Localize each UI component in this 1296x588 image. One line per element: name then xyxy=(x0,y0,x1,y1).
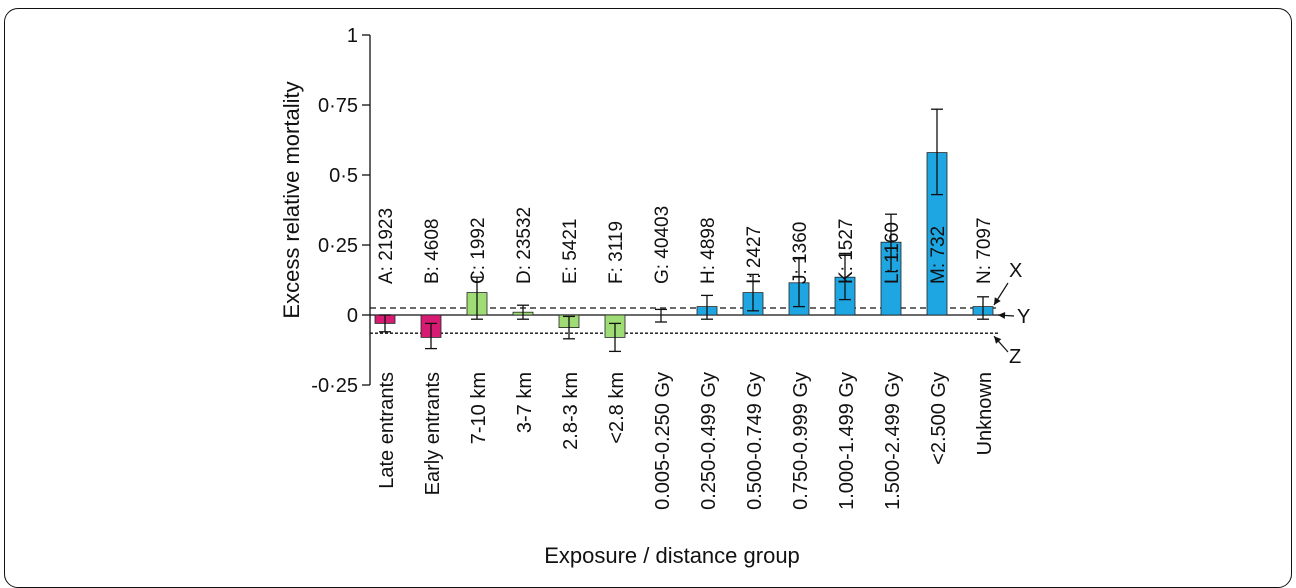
bar-count-label: H: 4898 xyxy=(698,217,719,284)
category-label: 7-10 km xyxy=(468,372,490,444)
bar-count-label: L: 1160 xyxy=(882,222,903,284)
bar-count-label: E: 5421 xyxy=(560,219,581,285)
arrowhead xyxy=(994,297,1001,305)
y-tick-label: 0·75 xyxy=(318,95,358,117)
category-label: Unknown xyxy=(974,372,996,455)
category-labels: Late entrants Early entrants 7-10 km 3-7 km… xyxy=(376,372,996,510)
reference-marker-y: Y xyxy=(1017,306,1030,328)
category-label: Late entrants xyxy=(376,372,398,489)
reference-marker-x: X xyxy=(1009,260,1022,282)
bar-count-label: N: 7097 xyxy=(974,217,995,284)
category-label: 3-7 km xyxy=(514,372,536,433)
category-label: 0.500-0.749 Gy xyxy=(744,372,766,510)
bar-count-label: C: 1992 xyxy=(468,217,489,284)
bar-count-label: A: 21923 xyxy=(376,208,397,284)
category-label: 1.000-1.499 Gy xyxy=(836,372,858,510)
category-label: 1.500-2.499 Gy xyxy=(882,372,904,510)
bar-count-label: K: 1527 xyxy=(836,219,857,285)
category-label: Early entrants xyxy=(422,372,444,495)
reference-marker-z: Z xyxy=(1009,346,1021,368)
x-axis-title: Exposure / distance group xyxy=(544,543,800,568)
bar-count-label: D: 23532 xyxy=(514,207,535,284)
category-label: 0.005-0.250 Gy xyxy=(652,372,674,510)
bar-count-label: I: 2427 xyxy=(744,226,765,284)
category-label: 0.250-0.499 Gy xyxy=(698,372,720,510)
arrowhead xyxy=(994,336,1002,344)
category-label: <2.8 km xyxy=(606,372,628,444)
y-tick-label: 0·5 xyxy=(329,165,358,187)
y-tick-labels: -0·25 0 0·25 0·5 0·75 1 xyxy=(311,25,370,397)
bar-count-label: B: 4608 xyxy=(422,219,443,285)
bar-count-label: M: 732 xyxy=(928,226,949,284)
bar-chart: -0·25 0 0·25 0·5 0·75 1 A: 21923 B: 4608 C: 199… xyxy=(279,25,1030,568)
category-label: 2.8-3 km xyxy=(560,372,582,450)
y-tick-label: 0·25 xyxy=(318,235,358,257)
error-bars xyxy=(379,108,989,353)
bar-count-label: J: 1360 xyxy=(790,222,811,284)
y-tick-label: 1 xyxy=(347,25,358,47)
arrowhead xyxy=(998,311,1006,319)
category-label: <2.500 Gy xyxy=(928,372,950,465)
reference-lines xyxy=(370,307,1000,334)
bars xyxy=(374,152,994,338)
bar-count-label: F: 3119 xyxy=(606,221,627,284)
category-label: 0.750-0.999 Gy xyxy=(790,372,812,510)
y-tick-label: 0 xyxy=(347,305,358,327)
reference-line-markers: X YZ xyxy=(993,260,1030,368)
y-axis-title: Excess relative mortality xyxy=(279,81,304,318)
bar-count-label: G: 40403 xyxy=(652,206,673,284)
y-tick-label: -0·25 xyxy=(311,375,358,397)
bar-count-labels: A: 21923 B: 4608 C: 1992 D: 23532 E: 5421 F: … xyxy=(376,206,995,284)
